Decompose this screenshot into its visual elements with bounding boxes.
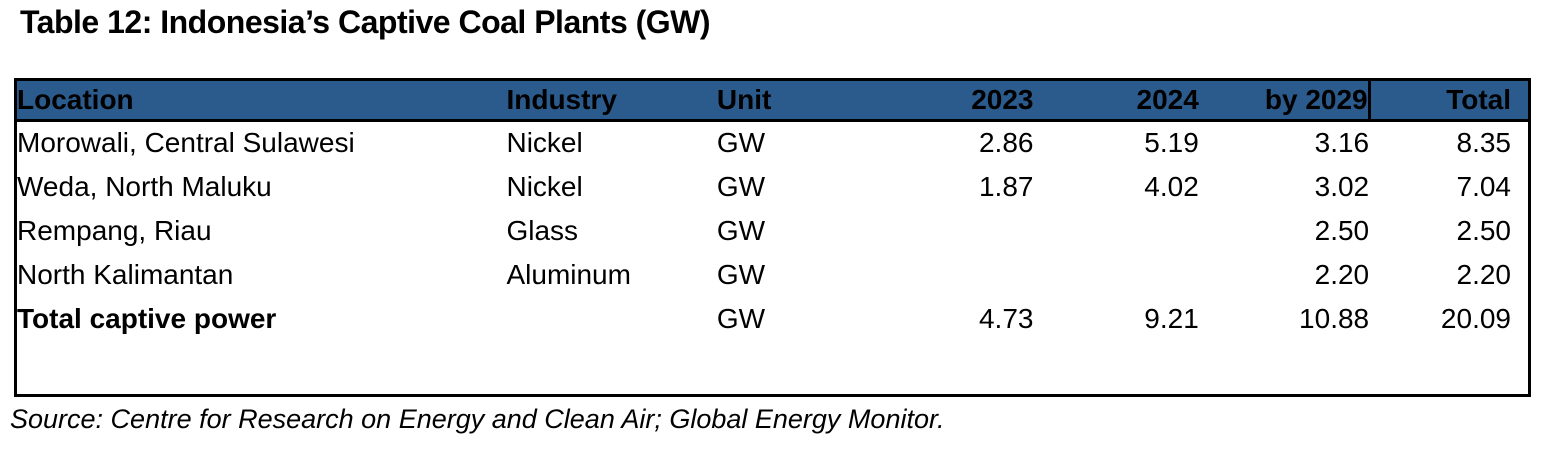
col-header-2023: 2023 (832, 79, 1034, 122)
cell-location: North Kalimantan (17, 258, 234, 290)
cell-by-2029: 3.16 (1314, 127, 1370, 159)
cell-location: Total captive power (17, 302, 277, 334)
cell-2024: 4.02 (1144, 170, 1199, 202)
captive-coal-plants-table: Location Industry Unit 2023 2024 by 2029… (14, 78, 1531, 397)
table-title: Table 12: Indonesia’s Captive Coal Plant… (20, 4, 711, 40)
total-row: Total captive power GW 4.73 9.21 10.88 2… (16, 297, 1530, 341)
cell-industry: Glass (506, 214, 579, 246)
cell-2024: 5.19 (1144, 127, 1199, 159)
cell-total: 7.04 (1456, 170, 1512, 202)
table-row: North Kalimantan Aluminum GW 2.20 2.20 (16, 253, 1530, 297)
cell-industry: Nickel (506, 127, 583, 159)
empty-spacer-row (16, 341, 1530, 396)
cell-2023: 4.73 (978, 302, 1034, 334)
col-header-industry: Industry (506, 79, 717, 122)
cell-2023 (832, 209, 1033, 253)
empty-cell (16, 341, 1530, 396)
cell-industry: Nickel (506, 170, 583, 202)
cell-by-2029: 2.20 (1314, 258, 1370, 290)
cell-total: 2.50 (1456, 214, 1512, 246)
cell-total: 20.09 (1440, 302, 1511, 334)
cell-2024: 9.21 (1144, 302, 1199, 334)
cell-2024 (1033, 253, 1198, 297)
col-header-location: Location (15, 79, 507, 122)
cell-location: Morowali, Central Sulawesi (17, 127, 355, 159)
col-header-by-2029: by 2029 (1198, 79, 1370, 122)
table-row: Rempang, Riau Glass GW 2.50 2.50 (16, 209, 1530, 253)
cell-2024 (1033, 209, 1198, 253)
col-header-total: Total (1367, 79, 1530, 122)
cell-unit: GW (716, 214, 766, 246)
cell-unit: GW (716, 302, 766, 334)
cell-location: Rempang, Riau (17, 214, 212, 246)
table-row: Morowali, Central Sulawesi Nickel GW 2.8… (16, 121, 1530, 165)
cell-total: 8.35 (1456, 127, 1512, 159)
cell-unit: GW (716, 127, 766, 159)
cell-industry (506, 297, 716, 341)
header-row: Location Industry Unit 2023 2024 by 2029… (15, 79, 1530, 122)
cell-industry: Aluminum (506, 258, 631, 290)
cell-total: 2.20 (1456, 258, 1512, 290)
cell-by-2029: 3.02 (1314, 170, 1370, 202)
cell-2023 (832, 253, 1033, 297)
table-row: Weda, North Maluku Nickel GW 1.87 4.02 3… (16, 165, 1530, 209)
source-note: Source: Centre for Research on Energy an… (10, 404, 945, 434)
cell-unit: GW (716, 258, 766, 290)
cell-2023: 2.86 (978, 127, 1034, 159)
col-header-unit: Unit (716, 79, 833, 122)
cell-by-2029: 2.50 (1314, 214, 1370, 246)
cell-unit: GW (716, 170, 766, 202)
col-header-2024: 2024 (1033, 79, 1199, 122)
cell-location: Weda, North Maluku (17, 170, 272, 202)
cell-2023: 1.87 (978, 170, 1034, 202)
cell-by-2029: 10.88 (1299, 302, 1370, 334)
